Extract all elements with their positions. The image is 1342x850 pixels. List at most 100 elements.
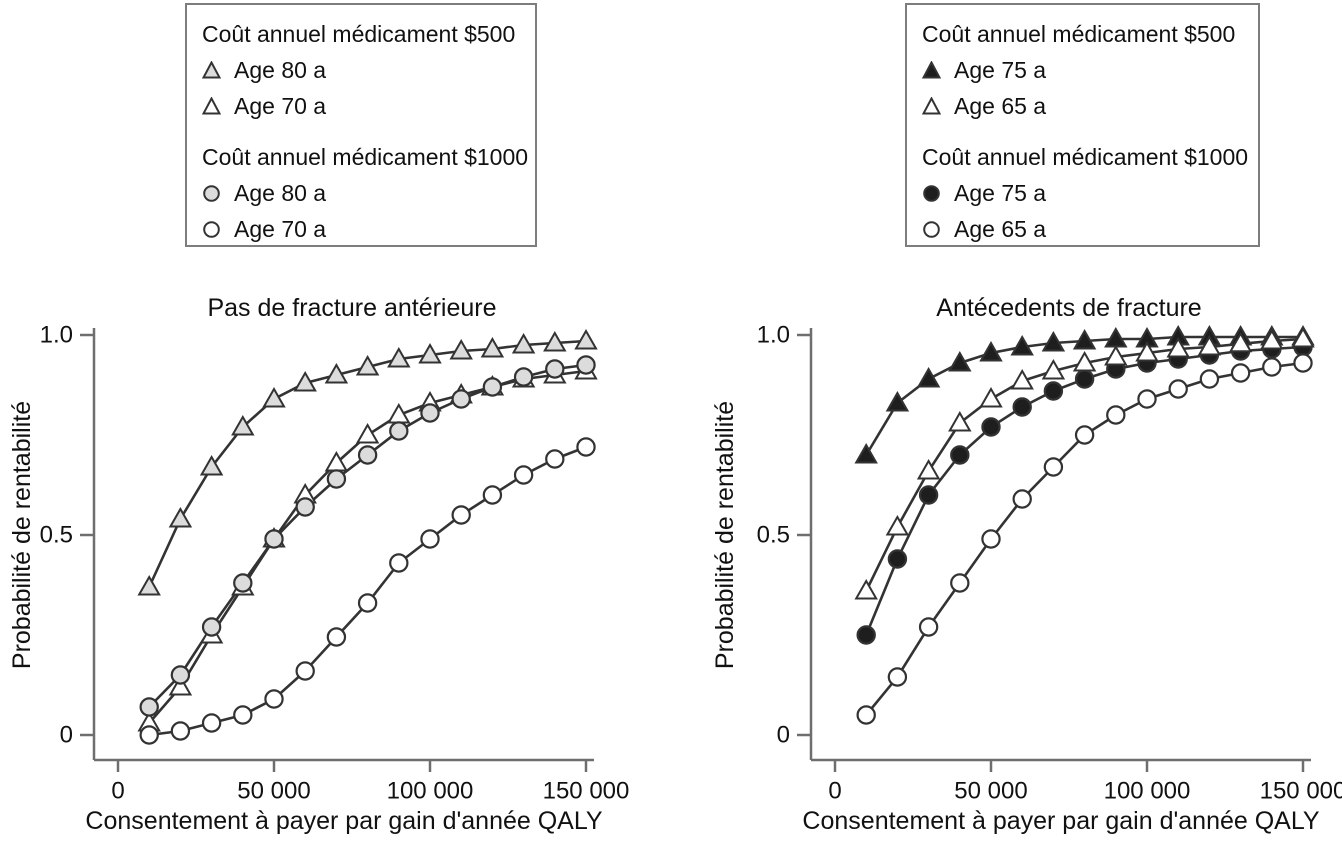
legend-box-no-prior-fracture: Coût annuel médicament $500 Age 80 a Age 7… [185, 3, 537, 247]
marker-circle [856, 625, 876, 645]
legend-group-gap [202, 124, 527, 139]
marker-circle [513, 465, 534, 485]
legend-item-age-70-a: Age 70 a [202, 88, 527, 124]
marker-circle [357, 593, 378, 613]
marker-circle [201, 713, 222, 733]
series-markers-age-70-a-1000 [139, 437, 596, 745]
marker-circle [295, 661, 315, 681]
legend-item-label: Age 70 a [234, 215, 327, 242]
marker-triangle [511, 332, 536, 354]
x-axis-label: Consentement à payer par gain d'année QA… [85, 807, 602, 835]
marker-triangle [979, 340, 1003, 362]
marker-triangle [1260, 328, 1284, 350]
marker-circle [295, 497, 315, 517]
legend-group-header: Coût annuel médicament $500 [922, 21, 1236, 47]
marker-triangle [199, 454, 224, 476]
x-tick-label: 50 000 [237, 778, 310, 805]
marker-circle [451, 505, 471, 525]
series-markers-age-80-a-1000 [139, 355, 596, 717]
legend-item-age-65-a: Age 65 a [922, 88, 1250, 124]
series-markers-age-65-a-500 [854, 326, 1315, 600]
legend-item-age-80-a: Age 80 a [202, 52, 527, 88]
legend-item-age-75-a: Age 75 a [922, 52, 1250, 88]
marker-circle [1106, 405, 1126, 425]
legend-box-prior-fracture: Coût annuel médicament $500 Age 75 a Age 6… [905, 3, 1260, 247]
legend-item-label: Age 80 a [234, 179, 327, 206]
marker-triangle [1166, 336, 1190, 358]
marker-circle [1012, 397, 1032, 417]
marker-circle [326, 627, 347, 647]
series-line-age-65-a-1000 [865, 361, 1304, 716]
legend-item-label: Age 75 a [954, 179, 1047, 206]
legend-group-header: Coût annuel médicament $500 [202, 21, 516, 47]
marker-circle [420, 529, 440, 549]
x-tick-label: 100 000 [1104, 778, 1191, 805]
marker-circle [1199, 369, 1220, 389]
marker-triangle [979, 386, 1003, 408]
marker-circle [576, 355, 596, 375]
marker-circle [1137, 389, 1157, 409]
legend-item-label: Age 80 a [234, 56, 327, 83]
marker-circle [139, 725, 159, 745]
y-tick-label: 0 [60, 722, 73, 749]
x-tick-label: 0 [111, 778, 124, 805]
marker-triangle [885, 390, 910, 412]
marker-circle [887, 549, 908, 569]
legend-group-gap [922, 124, 1250, 139]
y-axis-label: Probabilité de rentabilité [711, 401, 739, 669]
marker-circle [1230, 363, 1251, 383]
marker-triangle [231, 414, 255, 436]
marker-circle [420, 403, 440, 423]
marker-circle [950, 573, 970, 593]
marker-triangle [168, 674, 193, 696]
marker-triangle [1104, 344, 1128, 366]
marker-circle [576, 437, 596, 457]
marker-triangle [948, 410, 972, 432]
marker-circle [856, 705, 876, 725]
marker-triangle [262, 386, 286, 408]
marker-triangle [293, 370, 317, 392]
marker-triangle [916, 366, 941, 388]
marker-triangle [916, 458, 941, 480]
legend-item-age-65-a: Age 65 a [922, 211, 1250, 247]
marker-circle [1074, 425, 1095, 445]
marker-circle [389, 421, 409, 441]
marker-circle [482, 377, 503, 397]
chart-title: Pas de fracture antérieure [207, 294, 496, 322]
legend-item-age-75-a: Age 75 a [922, 175, 1250, 211]
circle-marker-icon [923, 184, 940, 202]
y-axis-label: Probabilité de rentabilité [8, 401, 36, 669]
legend-item-label: Age 65 a [954, 92, 1047, 119]
marker-circle [918, 617, 939, 637]
legend-item-label: Age 65 a [954, 215, 1047, 242]
marker-circle [950, 445, 970, 465]
chart-prior-fracture: 0 0.5 1.0 0 50 000 100 000 150 000 Antécedents … [711, 294, 1342, 835]
marker-circle [264, 529, 284, 549]
chart-title: Antécedents de fracture [936, 294, 1201, 322]
marker-triangle [1010, 368, 1034, 390]
marker-triangle [1041, 330, 1066, 352]
x-tick-label: 0 [828, 778, 841, 805]
marker-circle [170, 721, 191, 741]
triangle-marker-icon [202, 96, 221, 114]
y-tick-label: 1.0 [40, 322, 73, 349]
marker-circle [451, 389, 471, 409]
marker-triangle [854, 442, 878, 464]
marker-triangle [1010, 334, 1034, 356]
marker-triangle [355, 354, 380, 376]
triangle-marker-icon [922, 96, 941, 114]
series-line-age-80-a-1000 [148, 363, 587, 708]
marker-triangle [1291, 326, 1315, 348]
marker-triangle [137, 574, 161, 596]
marker-circle [170, 665, 191, 685]
triangle-marker-icon [922, 60, 941, 78]
x-tick-label: 100 000 [387, 778, 474, 805]
marker-circle [1262, 357, 1282, 377]
marker-triangle [1135, 340, 1159, 362]
y-tick-label: 0.5 [40, 522, 73, 549]
marker-circle [201, 617, 222, 637]
y-tick-label: 0 [777, 722, 790, 749]
marker-triangle [324, 362, 349, 384]
marker-triangle [948, 350, 972, 372]
marker-circle [918, 485, 939, 505]
